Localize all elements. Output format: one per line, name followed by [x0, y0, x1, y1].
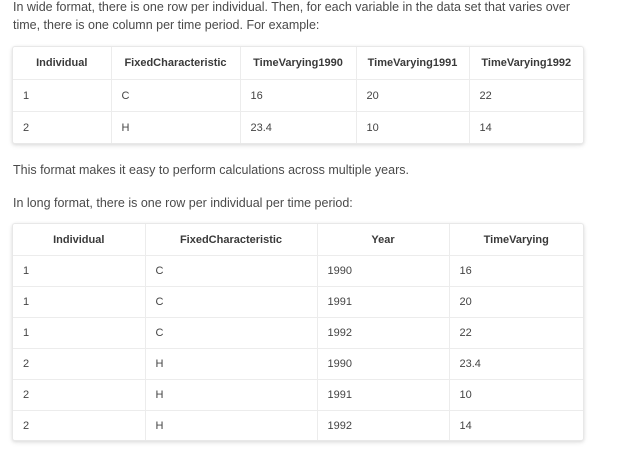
table-row: 1 C 1991 20	[13, 286, 583, 318]
table-cell: C	[145, 317, 318, 349]
table-cell: 16	[449, 255, 583, 287]
table-cell: C	[145, 286, 318, 318]
table-row: 1 C 16 20 22	[13, 79, 583, 112]
column-header: Individual	[13, 224, 146, 256]
table-row: 2 H 23.4 10 14	[13, 111, 583, 143]
table-cell: 1	[13, 255, 146, 287]
table-cell: 1	[13, 286, 146, 318]
table-cell: 10	[449, 379, 583, 411]
table-cell: H	[145, 348, 318, 380]
table-row: 1 C 1990 16	[13, 255, 583, 287]
column-header: FixedCharacteristic	[145, 224, 318, 256]
table-cell: H	[145, 379, 318, 411]
column-header: TimeVarying	[449, 224, 583, 256]
table-cell: 1992	[317, 410, 450, 440]
column-header: FixedCharacteristic	[111, 47, 241, 80]
column-header: Individual	[13, 47, 112, 80]
table-cell: 22	[469, 79, 583, 112]
table-cell: 1990	[317, 255, 450, 287]
table-row: 2 H 1991 10	[13, 379, 583, 411]
table-cell: 10	[356, 111, 470, 143]
table-cell: 14	[459, 420, 472, 432]
table-cell: 2	[13, 410, 146, 440]
long-format-table: Individual FixedCharacteristic Year Time…	[12, 223, 584, 441]
table-row: 2 H 1990 23.4	[13, 348, 583, 380]
table-cell: 20	[449, 286, 583, 318]
column-header: Year	[317, 224, 450, 256]
long-format-description: In long format, there is one row per ind…	[13, 196, 353, 210]
table-cell: 1	[13, 79, 112, 112]
table-cell: 23.4	[449, 348, 583, 380]
table-cell: 20	[356, 79, 470, 112]
table-cell: 1992	[317, 317, 450, 349]
table-header-row: Individual FixedCharacteristic TimeVaryi…	[13, 47, 583, 80]
wide-format-description: In wide format, there is one row per ind…	[13, 0, 571, 32]
table-header-row: Individual FixedCharacteristic Year Time…	[13, 224, 583, 256]
table-cell: 1991	[317, 286, 450, 318]
column-header: TimeVarying1990	[240, 47, 357, 80]
table-cell: 1990	[317, 348, 450, 380]
table-cell: 1	[13, 317, 146, 349]
table-cell: 1991	[317, 379, 450, 411]
wide-format-table: Individual FixedCharacteristic TimeVaryi…	[12, 46, 584, 144]
column-header: TimeVarying1991	[356, 47, 470, 80]
table-cell: 16	[240, 79, 357, 112]
table-cell: C	[145, 255, 318, 287]
table-cell: C	[111, 79, 241, 112]
table-cell: H	[145, 410, 318, 440]
table-cell: 23.4	[240, 111, 357, 143]
wide-format-note: This format makes it easy to perform cal…	[13, 163, 409, 177]
table-row: 1 C 1992 22	[13, 317, 583, 349]
column-header: TimeVarying1992	[469, 47, 583, 80]
table-cell: 14	[479, 121, 492, 134]
table-cell: 22	[449, 317, 583, 349]
table-cell: 2	[13, 379, 146, 411]
table-cell: H	[111, 111, 241, 143]
table-cell: 2	[13, 111, 112, 143]
table-cell: 2	[13, 348, 146, 380]
table-row: 2 H 1992 14	[13, 410, 583, 440]
